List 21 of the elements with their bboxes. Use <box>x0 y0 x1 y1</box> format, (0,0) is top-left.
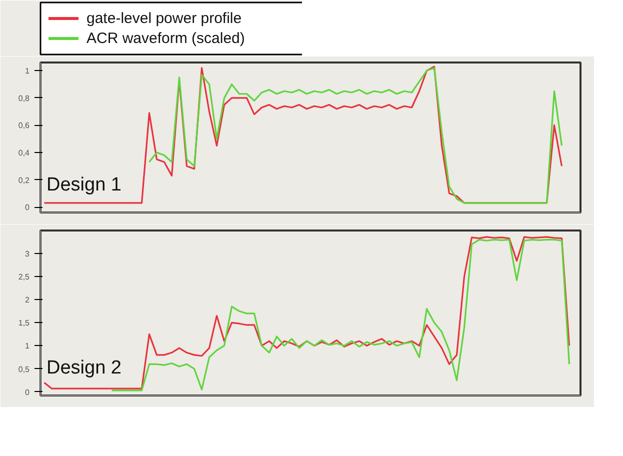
legend-label: ACR waveform (scaled) <box>86 30 245 47</box>
y-tick-label: 0 <box>25 388 30 397</box>
annotation: Design 2 <box>46 358 122 378</box>
y-tick-label: 0,4 <box>18 148 30 158</box>
y-tick-label: 3 <box>25 250 30 259</box>
legend-label: gate-level power profile <box>86 10 242 27</box>
y-tick-label: 0,2 <box>18 176 30 185</box>
y-tick-label: 2 <box>25 296 30 305</box>
line-series <box>43 66 563 204</box>
y-tick-label: 2,5 <box>18 272 30 282</box>
annotation: Design 1 <box>46 174 122 196</box>
line-series <box>43 236 570 390</box>
y-tick-label: 1 <box>25 66 30 76</box>
y-tick-label: 0 <box>25 203 30 212</box>
y-tick-label: 0,5 <box>18 364 30 374</box>
line-series <box>110 238 570 392</box>
y-tick-label: 0,6 <box>18 121 30 130</box>
y-tick-label: 0,8 <box>18 94 30 103</box>
y-tick-label: 1 <box>25 342 30 351</box>
line-series <box>148 67 563 204</box>
y-tick-label: 1,5 <box>18 318 30 328</box>
